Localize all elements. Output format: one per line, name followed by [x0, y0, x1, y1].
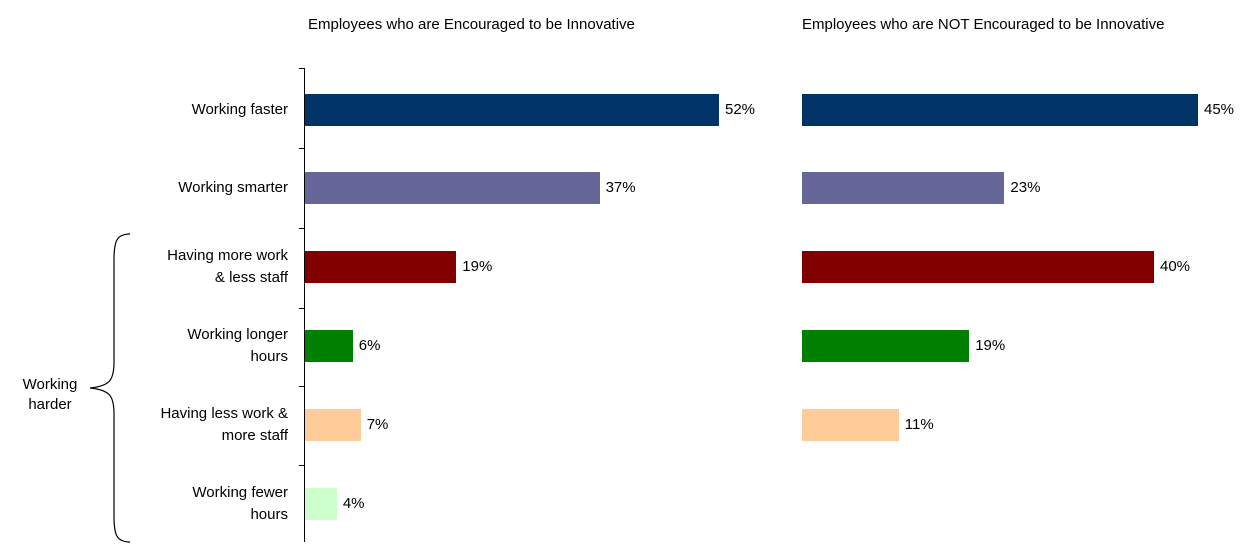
- right-bar-3: [802, 251, 1154, 283]
- left-chart-title: Employees who are Encouraged to be Innov…: [308, 16, 635, 33]
- category-label-line: Working faster: [191, 101, 288, 118]
- axis-tick-5: [299, 386, 304, 387]
- axis-tick-2: [299, 148, 304, 149]
- right-value-label-4: 19%: [975, 337, 1006, 354]
- right-bar-4: [802, 330, 970, 362]
- left-value-label-1: 52%: [725, 101, 756, 118]
- axis-tick-6: [299, 465, 304, 466]
- axis-tick-4: [299, 308, 304, 309]
- category-label-1: Working faster: [118, 99, 288, 121]
- category-label-6: Working fewer hours: [118, 482, 288, 526]
- category-label-line: hours: [250, 348, 288, 365]
- category-label-line: more staff: [221, 427, 288, 444]
- working-harder-brace: [89, 233, 131, 543]
- category-label-line: Working longer: [187, 326, 288, 343]
- category-label-line: Having more work: [167, 247, 288, 264]
- left-value-label-2: 37%: [605, 179, 636, 196]
- category-label-line: hours: [250, 506, 288, 523]
- working-harder-label: Working harder: [12, 375, 88, 415]
- category-label-line: Working smarter: [178, 179, 288, 196]
- right-chart-title: Employees who are NOT Encouraged to be I…: [802, 16, 1165, 33]
- left-value-label-6: 4%: [342, 495, 365, 512]
- category-label-line: & less staff: [214, 269, 288, 286]
- right-bar-1: [802, 94, 1198, 126]
- group-label-line-2: harder: [28, 396, 72, 413]
- category-axis: [304, 68, 305, 542]
- left-bar-6: [305, 488, 337, 520]
- left-value-label-5: 7%: [366, 416, 389, 433]
- right-value-label-2: 23%: [1010, 179, 1041, 196]
- group-label-line-1: Working: [22, 376, 78, 393]
- category-label-line: Working fewer: [192, 484, 288, 501]
- right-bar-2: [802, 172, 1005, 204]
- category-label-2: Working smarter: [118, 177, 288, 199]
- category-label-5: Having less work & more staff: [118, 403, 288, 447]
- left-bar-4: [305, 330, 353, 362]
- category-label-3: Having more work & less staff: [118, 245, 288, 289]
- right-bar-5: [802, 409, 899, 441]
- left-bar-5: [305, 409, 361, 441]
- right-value-label-5: 11%: [904, 416, 934, 433]
- left-value-label-4: 6%: [358, 337, 381, 354]
- left-bar-1: [305, 94, 719, 126]
- right-value-label-3: 40%: [1160, 258, 1191, 275]
- axis-tick-3: [299, 228, 304, 229]
- category-label-4: Working longer hours: [118, 324, 288, 368]
- left-value-label-3: 19%: [462, 258, 493, 275]
- category-label-line: Having less work &: [160, 405, 288, 422]
- left-bar-3: [305, 251, 457, 283]
- right-value-label-1: 45%: [1204, 101, 1235, 118]
- axis-tick-1: [299, 68, 304, 69]
- left-bar-2: [305, 172, 600, 204]
